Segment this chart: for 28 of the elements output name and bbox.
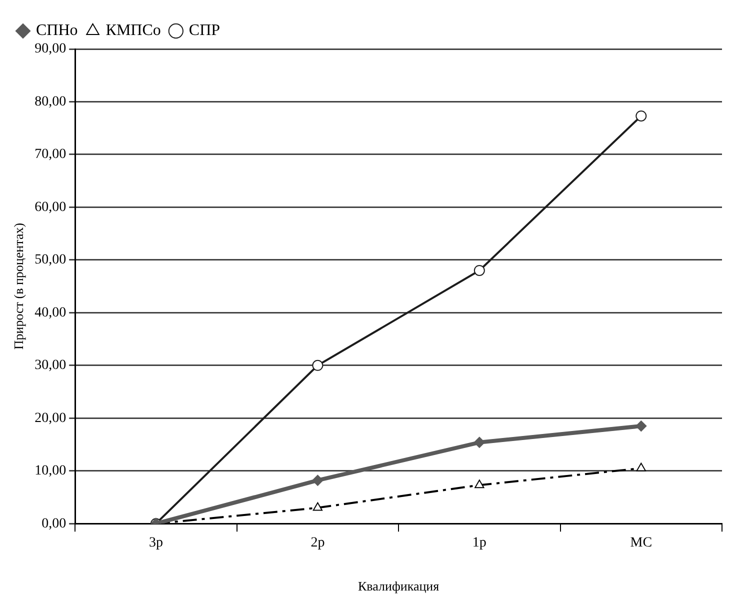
y-tick-label: 80,00 — [34, 94, 66, 110]
y-tick-label: 30,00 — [34, 358, 66, 374]
y-tick-label: 20,00 — [34, 410, 66, 426]
point — [312, 360, 324, 371]
point — [636, 110, 647, 122]
y-tick-label: 90,00 — [34, 42, 66, 57]
y-tick-label: 70,00 — [34, 147, 66, 162]
y-tick-label: 10,00 — [34, 464, 66, 479]
point — [636, 420, 647, 432]
point — [474, 264, 485, 276]
x-tick-label: 2р — [310, 536, 325, 551]
y-tick-label: 0,00 — [42, 516, 66, 532]
legend-label: СПНо — [36, 22, 78, 40]
point — [474, 436, 485, 448]
point — [474, 480, 484, 488]
x-tick-label: МС — [630, 536, 652, 551]
y-tick-label: 60,00 — [34, 200, 66, 215]
point — [312, 474, 324, 486]
y-tick-label: 40,00 — [34, 305, 66, 320]
point — [636, 462, 646, 472]
x-tick-label: 1р — [472, 536, 486, 551]
point — [312, 502, 323, 511]
x-axis-title: Квалификация — [358, 578, 440, 594]
y-axis-title: Прирост (в процентах) — [11, 222, 26, 350]
legend-label: СПР — [188, 22, 220, 40]
legend-label: КМПСо — [106, 22, 161, 40]
y-tick-label: 50,00 — [34, 252, 66, 268]
x-tick-label: 3р — [148, 536, 163, 551]
